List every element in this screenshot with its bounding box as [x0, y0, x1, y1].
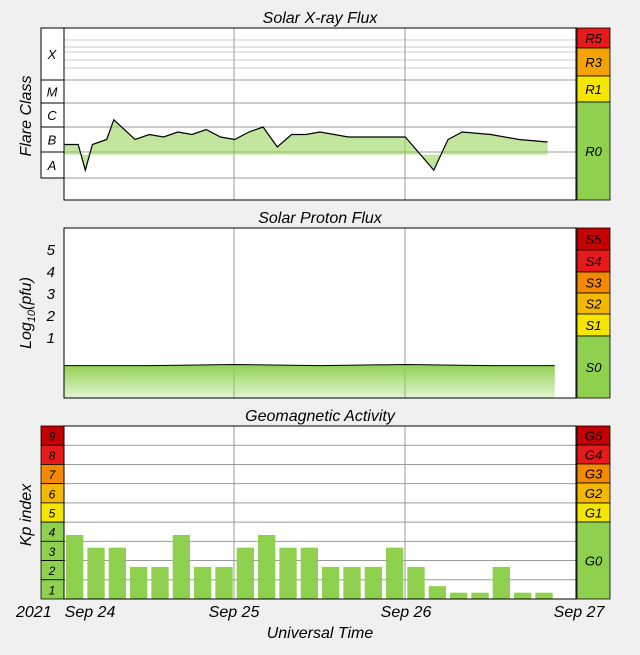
kp-bar [386, 547, 404, 599]
kp-bar [300, 547, 318, 599]
proton-ytick: 5 [47, 242, 56, 259]
radio-blackout-scale-r1 [576, 75, 611, 103]
radiation-storm-label: S4 [586, 254, 602, 269]
geomag-storm-label: G5 [585, 429, 603, 444]
kp-bar [492, 566, 510, 599]
x-year-label: 2021 [15, 604, 52, 621]
geomag-title: Geomagnetic Activity [245, 408, 396, 425]
kp-level-label: 5 [49, 507, 56, 521]
xray-title: Solar X-ray Flux [263, 10, 379, 27]
proton-ylabel: Log10(pfu) [18, 277, 38, 349]
radio-blackout-label: R0 [585, 144, 602, 159]
kp-bar [535, 592, 553, 599]
proton-ytick: 1 [47, 330, 55, 347]
geomag-panel: 9 8 7 6 5 4 3 2 1 G5 G4 G3 G2 G1 G0 [40, 425, 611, 600]
flare-class-label: C [47, 108, 57, 123]
radio-blackout-label: R1 [585, 82, 602, 97]
kp-bar [236, 547, 254, 599]
flare-class-label: A [47, 158, 57, 173]
kp-bar [87, 547, 105, 599]
kp-bar [66, 534, 84, 599]
kp-bar [514, 592, 532, 599]
x-tick-sep27: Sep 27 [554, 604, 606, 621]
proton-flux-area [64, 364, 555, 398]
xray-plot-frame [63, 27, 577, 201]
radiation-storm-label: S0 [586, 360, 603, 375]
radiation-storm-label: S3 [586, 276, 603, 291]
x-tick-sep26: Sep 26 [381, 604, 432, 621]
radiation-storm-label: S2 [586, 297, 603, 312]
kp-level-label: 3 [49, 545, 56, 559]
geomag-storm-scale-g0 [576, 521, 611, 600]
kp-level-label: 1 [49, 583, 56, 597]
kp-bar [279, 547, 297, 599]
geomag-plot-frame [63, 425, 577, 600]
kp-level-label: 6 [49, 487, 56, 501]
x-tick-sep24: Sep 24 [65, 604, 116, 621]
proton-flux-line [64, 363, 555, 367]
kp-bar [428, 586, 446, 599]
radio-blackout-label: R3 [585, 55, 602, 70]
x-tick-sep25: Sep 25 [209, 604, 260, 621]
geomag-plot-bg [64, 426, 576, 599]
proton-title: Solar Proton Flux [258, 210, 383, 227]
proton-ytick: 4 [47, 264, 55, 281]
kp-bar [471, 592, 489, 599]
geomag-storm-label: G1 [585, 506, 602, 521]
x-axis-label: Universal Time [267, 625, 374, 642]
xray-ylabel: Flare Class [18, 76, 35, 157]
proton-plot-frame [63, 227, 577, 399]
kp-bar [343, 566, 361, 599]
kp-bar [322, 566, 340, 599]
kp-bar [215, 566, 233, 599]
flare-class-label: M [47, 85, 58, 100]
kp-bar [194, 566, 212, 599]
kp-level-label: 9 [49, 430, 56, 444]
flare-class-label: B [48, 133, 57, 148]
kp-bar [450, 592, 468, 599]
kp-level-label: 8 [49, 449, 56, 463]
kp-bar [364, 566, 382, 599]
kp-level-label: 7 [49, 468, 57, 482]
proton-ytick: 3 [47, 286, 56, 303]
kp-bar [151, 566, 169, 599]
geomag-storm-label: G3 [585, 467, 603, 482]
radiation-storm-scale-s0 [576, 335, 611, 399]
geomag-ylabel: Kp index [18, 483, 35, 546]
kp-bar [172, 534, 190, 599]
kp-bar [108, 547, 126, 599]
kp-level-label: 2 [48, 564, 56, 578]
xray-plot-bg [64, 28, 576, 200]
flare-class-label: X [47, 47, 58, 62]
proton-panel: 5 4 3 2 1 S5 S4 S3 S2 S1 S0 [46, 227, 611, 399]
radiation-storm-label: S5 [586, 232, 603, 247]
geomag-storm-label: G0 [585, 554, 603, 569]
radio-blackout-label: R5 [585, 31, 602, 46]
geomag-storm-label: G2 [585, 486, 603, 501]
xray-flux-shade [64, 119, 548, 171]
kp-level-label: 4 [49, 526, 56, 540]
kp-bar [258, 534, 276, 599]
kp-bar [130, 566, 148, 599]
radiation-storm-label: S1 [586, 318, 602, 333]
radio-blackout-scale-r0 [576, 101, 611, 201]
geomag-storm-label: G4 [585, 448, 602, 463]
proton-ytick: 2 [46, 308, 56, 325]
xray-flux-line [64, 118, 548, 173]
kp-bar [407, 566, 425, 599]
